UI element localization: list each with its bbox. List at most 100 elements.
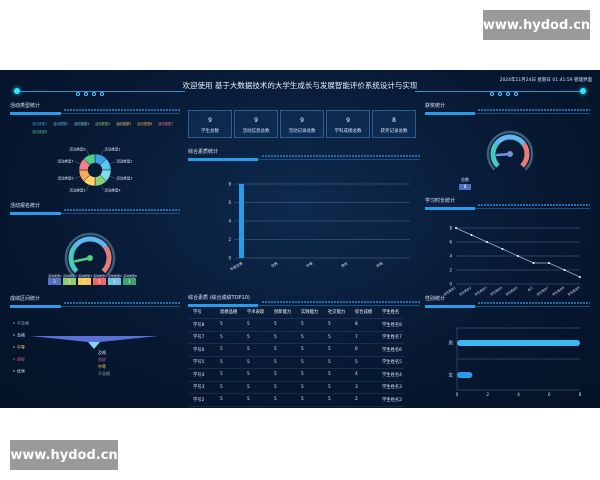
table-cell: 5	[215, 393, 242, 407]
x-tick: 张三	[526, 285, 534, 293]
column-header: 创新能力	[269, 306, 296, 319]
section-hatch	[477, 302, 590, 304]
signup-gauge-hub	[87, 255, 93, 261]
slice-label: 活动类型7	[57, 159, 73, 164]
stat-card[interactable]: 9 活动记录总数	[280, 110, 324, 138]
legend-item: 活动类型2	[53, 121, 68, 126]
column-header: 综合成绩	[350, 306, 377, 319]
page-title: 欢迎使用 基于大数据技术的大学生成长与发展智能评价系统设计与实现	[182, 81, 418, 90]
x-tick: 学生姓名2	[458, 285, 472, 297]
slice-leader	[100, 184, 104, 191]
bar	[239, 184, 244, 258]
table-row[interactable]: 学号2 5 5 5 5 5 2 学生姓名2	[188, 393, 404, 407]
slice-label: 活动类型2	[116, 159, 132, 164]
table-row[interactable]: 学号5 5 5 5 5 5 5 学生姓名5	[188, 356, 404, 369]
column-header: 社交能力	[323, 306, 350, 319]
x-tick: 合格	[375, 260, 384, 268]
x-tick: 8	[579, 392, 582, 397]
table-cell: 5	[215, 368, 242, 382]
gauge-value-box: 1	[108, 278, 121, 285]
y-tick: 2	[449, 268, 452, 273]
section-title-top10: 综合素质 (综合成绩TOP10)	[188, 295, 250, 301]
table-cell: 5	[269, 331, 296, 344]
table-cell: 5	[323, 331, 350, 344]
slice-label: 活动类型1	[104, 147, 120, 152]
line-series	[455, 227, 581, 278]
gauge-value-box: 1	[63, 278, 76, 285]
table-row[interactable]: 学号6 5 5 5 5 5 6 学生姓名6	[188, 343, 404, 357]
table-row[interactable]: 学号4 5 5 5 5 5 4 学生姓名4	[188, 368, 404, 382]
section-underline	[61, 306, 180, 307]
gauge-legend-label: 活动类型4	[93, 273, 107, 278]
table-cell: 学号4	[188, 368, 215, 382]
deco-rings-left	[76, 92, 104, 96]
funnel-legend-label: 不及格	[17, 320, 29, 326]
section-bar	[10, 305, 61, 308]
line-point	[548, 262, 550, 264]
table-row[interactable]: 学号3 5 5 5 5 5 3 学生姓名3	[188, 381, 404, 394]
y-tick: 0	[449, 282, 452, 287]
table-cell: 学号6	[188, 343, 215, 357]
table-cell: 5	[242, 318, 269, 332]
section-underline	[474, 208, 590, 209]
section-underline	[474, 113, 590, 114]
table-cell: 5	[242, 331, 269, 344]
section-title-awards: 获奖统计	[425, 103, 446, 109]
x-tick: 良好	[340, 260, 349, 268]
admin-link[interactable]: 管理界面	[574, 78, 592, 83]
table-cell: 5	[215, 356, 242, 369]
stat-card[interactable]: 8 获奖记录总数	[372, 110, 416, 138]
section-underline	[61, 113, 180, 114]
stat-card[interactable]: 9 学生总数	[188, 110, 232, 138]
x-tick: 学生姓名3	[473, 285, 487, 297]
slice-label: 活动类型5	[69, 187, 85, 192]
top10-table: 学号 思想品德 学术表现 创新能力 实践能力 社交能力 综合成绩 学生姓名 学号8 5 5 5 5 5 8 学…	[188, 306, 404, 407]
y-tick: 4	[228, 219, 231, 224]
funnel-legend-label: 优秀	[17, 368, 25, 374]
watermark-top: www.hydod.cn	[483, 10, 590, 40]
table-row[interactable]: 学号8 5 5 5 5 5 8 学生姓名8	[188, 318, 404, 332]
section-title-activity-type: 活动类型统计	[10, 103, 41, 109]
table-cell: 5	[323, 368, 350, 382]
x-tick: 学生姓名7	[535, 285, 549, 297]
awards-value: 8	[459, 184, 471, 190]
table-row[interactable]: 学号7 5 5 5 5 5 7 学生姓名7	[188, 331, 404, 344]
y-tick: 6	[449, 240, 452, 245]
section-title-score-range: 成绩区间统计	[10, 296, 41, 302]
deco-rings-right	[490, 92, 518, 96]
stat-card[interactable]: 9 学科成绩总数	[326, 110, 370, 138]
datetime: 2024年11月24日 星期日 01:41:59	[499, 78, 573, 83]
slice-leader	[74, 175, 81, 179]
awards-gauge-arc	[520, 142, 530, 168]
awards-gauge-arc	[490, 142, 500, 168]
funnel-legend-label: 及格	[17, 332, 25, 338]
section-title-study-time: 学习时长统计	[425, 198, 456, 204]
stat-label: 活动记录总数	[288, 129, 316, 134]
stat-card[interactable]: 9 活动信息总数	[234, 110, 278, 138]
line-point	[532, 262, 535, 264]
activity-signup-gauge: 活动类型1 活动类型2 活动类型3 活动类型4 活动类型5 活动类型6	[48, 232, 137, 278]
table-cell: 学生姓名8	[377, 318, 404, 332]
line-point	[455, 227, 457, 229]
table-cell: 3	[350, 381, 377, 394]
table-cell: 5	[296, 331, 323, 344]
table-cell: 5	[242, 343, 269, 357]
table-cell: 5	[215, 318, 242, 332]
activity-type-chart: 活动类型1 活动类型2 活动类型3 活动类型4 活动类型5 活动类型6 活动类型7 活动类型8…	[32, 121, 173, 192]
legend-item: 活动类型3	[74, 121, 89, 126]
x-tick: 4	[517, 392, 520, 397]
table-cell: 5	[269, 368, 296, 382]
table-cell: 5	[296, 368, 323, 382]
table-cell: 学生姓名6	[377, 343, 404, 357]
signup-gauge-arc	[68, 245, 79, 274]
y-tick: 4	[449, 254, 452, 259]
top10-table-wrap: 学号 思想品德 学术表现 创新能力 实践能力 社交能力 综合成绩 学生姓名 学号8 5 5 5 5 5 8 学…	[188, 306, 404, 407]
column-header: 学术表现	[242, 306, 269, 319]
section-hatch	[262, 301, 420, 303]
section-underline	[257, 305, 420, 306]
signup-gauge-arc	[72, 236, 108, 249]
section-bar	[10, 112, 61, 115]
x-tick: 学生姓名5	[504, 285, 518, 297]
